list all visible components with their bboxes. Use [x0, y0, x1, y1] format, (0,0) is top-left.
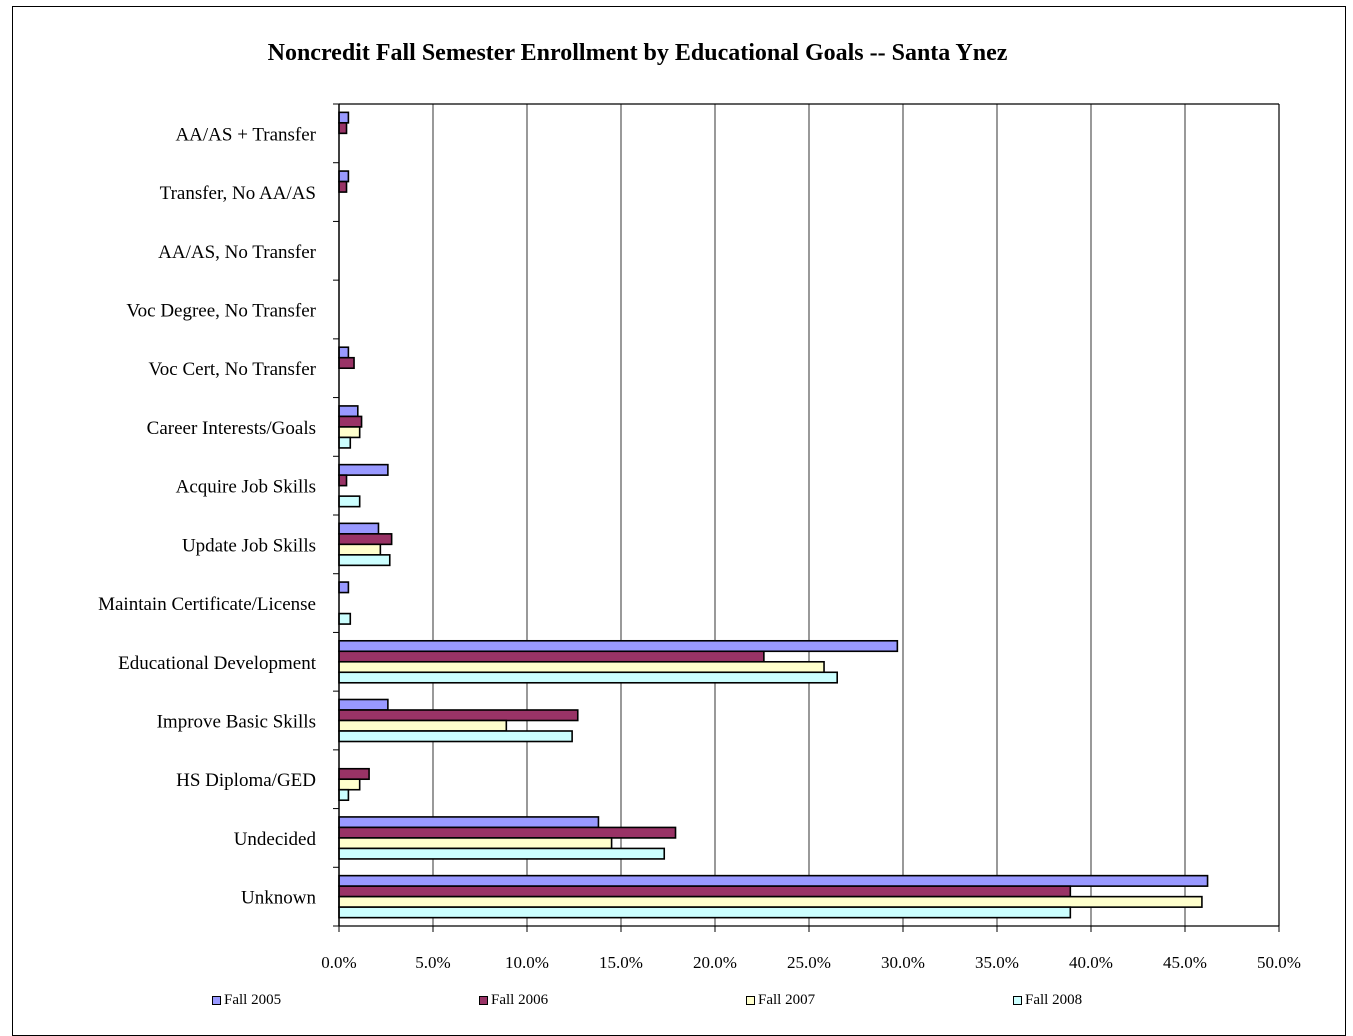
- x-tick-label: 5.0%: [415, 953, 450, 972]
- bar: [338, 650, 765, 663]
- x-tick-label: 20.0%: [693, 953, 737, 972]
- bar: [338, 522, 380, 535]
- bar: [338, 788, 350, 802]
- bar: [338, 543, 382, 556]
- bar: [338, 730, 573, 743]
- bar: [338, 778, 361, 791]
- x-tick-label: 25.0%: [787, 953, 831, 972]
- legend-label: Fall 2006: [491, 992, 549, 1008]
- legend-item: Fall 2007: [746, 992, 815, 1009]
- category-label: Unknown: [241, 888, 316, 909]
- bar: [338, 660, 825, 674]
- category-label: HS Diploma/GED: [176, 770, 316, 791]
- bar: [338, 356, 355, 370]
- bar: [338, 111, 350, 124]
- bar: [338, 826, 677, 839]
- legend-swatch: [212, 996, 221, 1005]
- x-tick-label: 40.0%: [1069, 953, 1113, 972]
- x-tick-label: 50.0%: [1257, 953, 1301, 972]
- legend-item: Fall 2008: [1013, 992, 1082, 1009]
- bar: [338, 415, 363, 428]
- category-label: Improve Basic Skills: [157, 712, 316, 733]
- bar: [338, 495, 361, 508]
- x-tick-label: 15.0%: [599, 953, 643, 972]
- bar: [338, 581, 350, 594]
- bar: [338, 170, 350, 183]
- bar: [338, 837, 613, 850]
- category-label: Voc Degree, No Transfer: [126, 301, 316, 322]
- bar: [338, 698, 389, 711]
- bar: [338, 554, 391, 567]
- x-tick-label: 0.0%: [321, 953, 356, 972]
- bar: [338, 426, 361, 439]
- bar: [338, 405, 359, 418]
- bar: [338, 767, 370, 781]
- category-label: Undecided: [234, 829, 317, 850]
- legend-swatch: [746, 996, 755, 1005]
- x-tick-label: 10.0%: [505, 953, 549, 972]
- legend-item: Fall 2006: [479, 992, 548, 1009]
- bar: [338, 436, 352, 449]
- category-label: Voc Cert, No Transfer: [149, 359, 317, 380]
- bar: [338, 895, 1203, 908]
- category-label: Career Interests/Goals: [147, 418, 316, 439]
- bar: [338, 874, 1209, 887]
- chart-legend: Fall 2005 Fall 2006 Fall 2007 Fall 2008: [0, 992, 1353, 1012]
- legend-swatch: [479, 996, 488, 1005]
- bar: [338, 885, 1072, 898]
- bar: [338, 847, 666, 860]
- bar: [338, 719, 508, 732]
- category-label: AA/AS, No Transfer: [158, 242, 316, 263]
- bar: [338, 463, 389, 476]
- legend-label: Fall 2005: [224, 992, 282, 1008]
- legend-label: Fall 2008: [1025, 992, 1083, 1008]
- x-tick-label: 30.0%: [881, 953, 925, 972]
- bar: [338, 612, 352, 625]
- bar: [338, 816, 600, 829]
- category-label: AA/AS + Transfer: [175, 124, 316, 145]
- x-tick-label: 35.0%: [975, 953, 1019, 972]
- bar: [338, 180, 348, 193]
- legend-swatch: [1013, 996, 1022, 1005]
- legend-label: Fall 2007: [758, 992, 816, 1008]
- bar: [338, 639, 899, 653]
- legend-item: Fall 2005: [212, 992, 281, 1009]
- bar: [338, 906, 1072, 919]
- bar: [338, 346, 350, 359]
- bar: [338, 709, 579, 722]
- bar: [338, 122, 348, 135]
- chart-title: Noncredit Fall Semester Enrollment by Ed…: [267, 40, 1008, 66]
- x-tick-label: 45.0%: [1163, 953, 1207, 972]
- bar: [338, 533, 393, 546]
- category-label: Educational Development: [118, 653, 317, 674]
- category-label: Acquire Job Skills: [176, 477, 316, 498]
- category-label: Transfer, No AA/AS: [160, 183, 316, 204]
- category-label: Update Job Skills: [182, 535, 316, 556]
- bar: [338, 671, 839, 684]
- category-label: Maintain Certificate/License: [98, 594, 316, 615]
- bar: [338, 474, 348, 487]
